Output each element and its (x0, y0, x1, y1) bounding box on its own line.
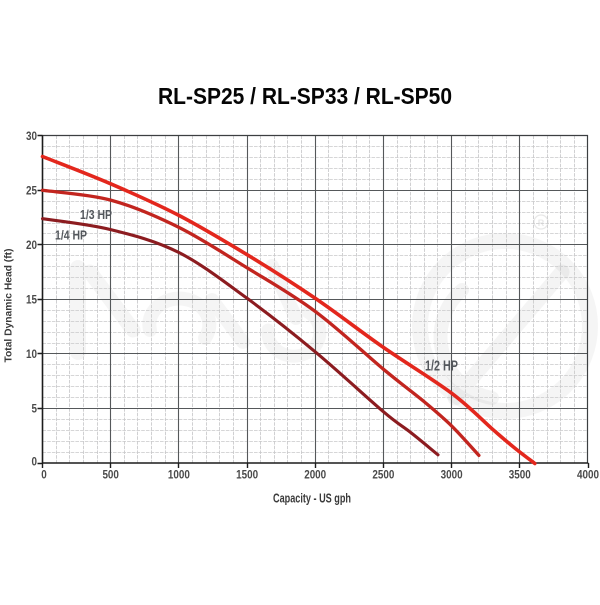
svg-text:2500: 2500 (372, 467, 394, 481)
svg-text:3500: 3500 (509, 467, 531, 481)
svg-text:R: R (538, 218, 545, 228)
svg-text:30: 30 (26, 129, 37, 143)
svg-text:RL-SP25 / RL-SP33 / RL-SP50: RL-SP25 / RL-SP33 / RL-SP50 (158, 83, 452, 109)
svg-text:1000: 1000 (168, 467, 190, 481)
svg-text:25: 25 (26, 183, 37, 197)
svg-text:15: 15 (26, 292, 37, 306)
svg-text:1/3 HP: 1/3 HP (80, 208, 112, 222)
svg-text:Total Dynamic Head (ft): Total Dynamic Head (ft) (4, 249, 15, 363)
svg-text:3000: 3000 (441, 467, 463, 481)
svg-text:0: 0 (41, 467, 47, 481)
svg-text:500: 500 (102, 467, 119, 481)
svg-text:2000: 2000 (304, 467, 326, 481)
svg-text:0: 0 (32, 455, 38, 469)
svg-text:5: 5 (32, 402, 38, 416)
svg-text:4000: 4000 (577, 467, 599, 481)
svg-text:1500: 1500 (236, 467, 258, 481)
svg-text:1/4 HP: 1/4 HP (55, 229, 87, 243)
svg-text:10: 10 (26, 347, 37, 361)
svg-text:1/2 HP: 1/2 HP (425, 359, 458, 375)
svg-text:20: 20 (26, 238, 37, 252)
svg-text:Capacity - US gph: Capacity - US gph (273, 492, 351, 506)
